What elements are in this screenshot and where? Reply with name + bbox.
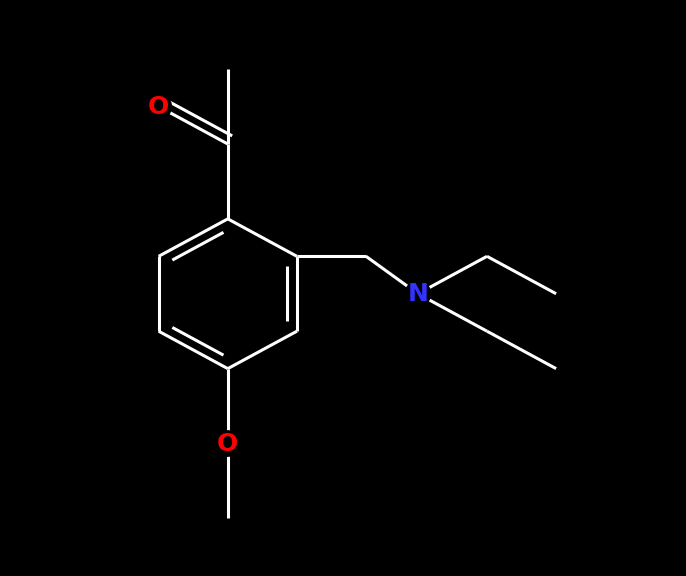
Text: N: N — [407, 282, 428, 306]
Circle shape — [405, 281, 431, 306]
Text: O: O — [148, 94, 169, 119]
Text: O: O — [217, 431, 239, 456]
Circle shape — [146, 94, 172, 119]
Circle shape — [215, 431, 241, 456]
